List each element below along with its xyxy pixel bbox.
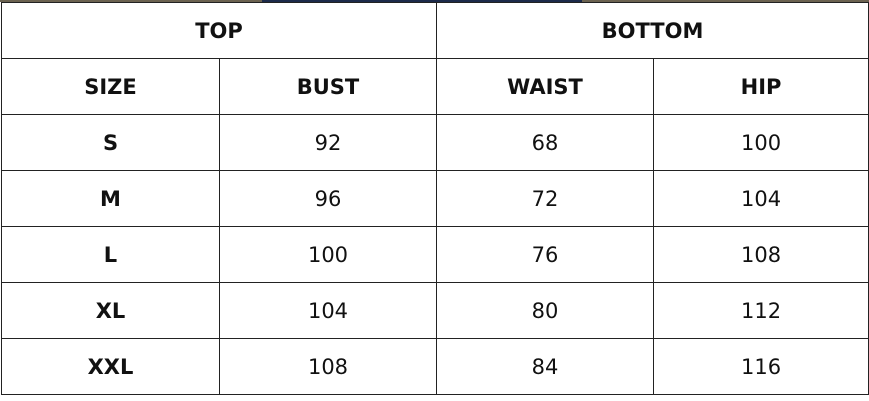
cell-size: M <box>1 170 220 227</box>
group-header-row: TOP BOTTOM <box>0 2 869 59</box>
cell-waist: 76 <box>436 226 655 283</box>
table-row: L 100 76 108 <box>1 226 869 283</box>
cell-size: XXL <box>1 338 220 395</box>
cell-hip: 100 <box>653 114 869 171</box>
cell-bust: 108 <box>218 338 438 395</box>
cell-hip: 112 <box>653 282 869 339</box>
cell-hip: 116 <box>653 338 869 395</box>
group-top: TOP <box>0 2 438 59</box>
table-row: XL 104 80 112 <box>1 282 869 339</box>
table-row: XXL 108 84 116 <box>1 338 869 395</box>
cell-waist: 84 <box>436 338 655 395</box>
cell-size: XL <box>1 282 220 339</box>
group-bottom: BOTTOM <box>436 2 869 59</box>
cell-bust: 92 <box>218 114 438 171</box>
header-waist: WAIST <box>436 58 655 115</box>
header-bust: BUST <box>218 58 438 115</box>
cell-waist: 80 <box>436 282 655 339</box>
cell-bust: 104 <box>218 282 438 339</box>
cell-hip: 104 <box>653 170 869 227</box>
header-hip: HIP <box>653 58 869 115</box>
cell-bust: 100 <box>218 226 438 283</box>
table-row: S 92 68 100 <box>1 114 869 171</box>
top-edge <box>0 0 869 2</box>
header-size: SIZE <box>1 58 220 115</box>
cell-waist: 68 <box>436 114 655 171</box>
cell-waist: 72 <box>436 170 655 227</box>
cell-size: S <box>1 114 220 171</box>
cell-hip: 108 <box>653 226 869 283</box>
cell-bust: 96 <box>218 170 438 227</box>
cell-size: L <box>1 226 220 283</box>
column-header-row: SIZE BUST WAIST HIP <box>1 58 869 115</box>
table-row: M 96 72 104 <box>1 170 869 227</box>
